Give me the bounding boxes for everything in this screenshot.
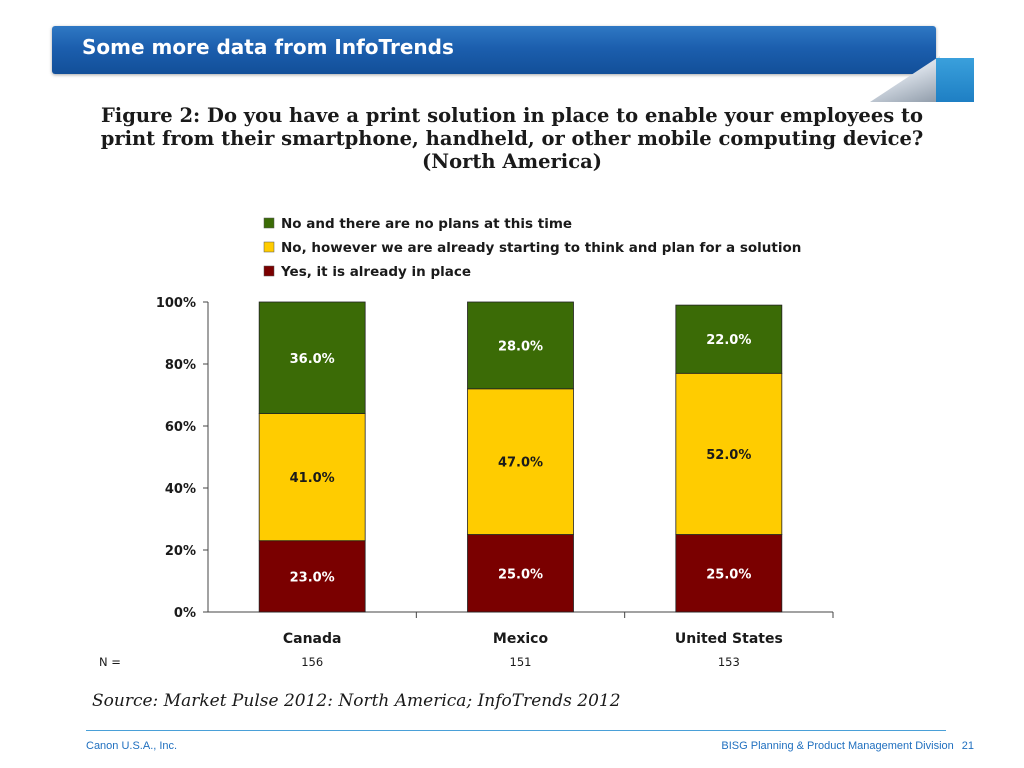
data-label: 22.0%	[706, 333, 751, 348]
y-tick-label: 0%	[174, 606, 196, 621]
legend-swatch	[263, 217, 275, 229]
footer-division-label: BISG Planning & Product Management Divis…	[721, 740, 954, 752]
bar-segment	[675, 534, 783, 613]
data-label: 36.0%	[290, 352, 335, 367]
bar-segment	[258, 540, 366, 613]
data-label: 25.0%	[706, 567, 751, 582]
n-value: 151	[510, 655, 532, 669]
bar-segment	[467, 388, 574, 535]
figure-title: Figure 2: Do you have a print solution i…	[60, 104, 964, 173]
data-label: 41.0%	[290, 471, 335, 486]
y-tick-label: 60%	[165, 420, 196, 435]
data-label: 23.0%	[290, 570, 335, 585]
footer-divider	[86, 730, 946, 731]
x-category-label: United States	[675, 631, 783, 647]
legend-label: Yes, it is already in place	[280, 264, 471, 280]
footer-company: Canon U.S.A., Inc.	[86, 740, 178, 752]
data-label: 25.0%	[498, 567, 543, 582]
legend-label: No, however we are already starting to t…	[281, 240, 801, 256]
title-bar: Some more data from InfoTrends	[52, 26, 936, 74]
y-tick-label: 40%	[165, 482, 196, 497]
figure-title-line: print from their smartphone, handheld, o…	[100, 127, 924, 150]
y-tick-label: 20%	[165, 544, 196, 559]
bar-segment	[258, 301, 366, 414]
n-value: 156	[301, 655, 323, 669]
data-label: 28.0%	[498, 339, 543, 354]
bar-segment	[675, 372, 783, 535]
bar-segment	[675, 304, 783, 374]
legend-swatch	[263, 265, 275, 277]
page-number: 21	[961, 740, 974, 752]
legend-label: No and there are no plans at this time	[281, 216, 572, 232]
x-category-label: Canada	[283, 631, 342, 647]
legend-swatch	[263, 241, 275, 253]
data-label: 47.0%	[498, 456, 543, 471]
title-tab-decoration	[936, 58, 974, 102]
bar-segment	[258, 413, 366, 542]
n-label: N =	[99, 655, 121, 669]
bar-segment	[467, 301, 574, 390]
figure-title-line: (North America)	[422, 150, 602, 173]
slide-title: Some more data from InfoTrends	[82, 35, 454, 59]
n-value: 153	[718, 655, 740, 669]
y-tick-label: 80%	[165, 358, 196, 373]
x-category-label: Mexico	[493, 631, 549, 647]
figure-title-line: Figure 2: Do you have a print solution i…	[100, 104, 924, 127]
data-label: 52.0%	[706, 448, 751, 463]
footer-division: BISG Planning & Product Management Divis…	[721, 740, 974, 752]
source-note: Source: Market Pulse 2012: North America…	[92, 691, 621, 711]
y-tick-label: 100%	[156, 296, 196, 311]
